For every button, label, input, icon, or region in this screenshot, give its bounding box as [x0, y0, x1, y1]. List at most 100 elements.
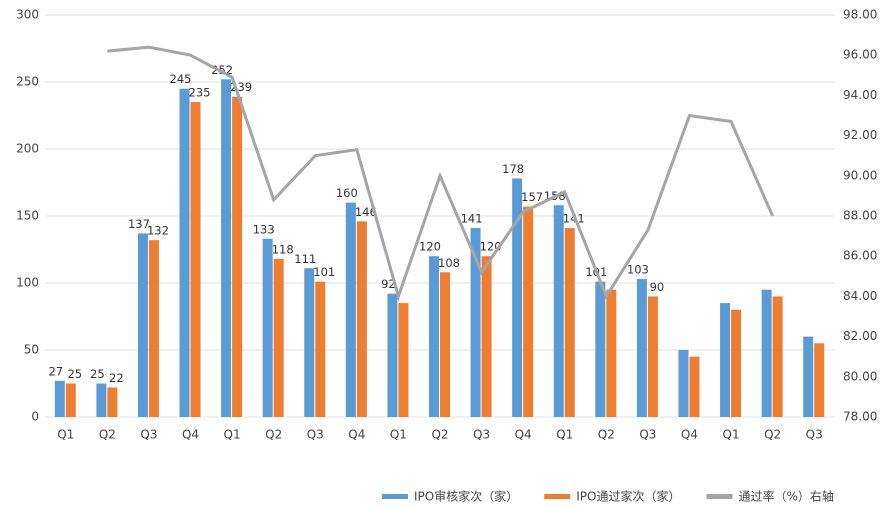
bar: [273, 258, 284, 417]
bar: [54, 380, 65, 417]
y-tick-label: 150: [16, 209, 39, 223]
y2-tick-label: 86.00: [843, 249, 877, 263]
bar: [232, 96, 243, 418]
x-tick-label: Q4: [515, 428, 532, 442]
data-label: 137: [128, 217, 150, 231]
data-label: 157: [521, 190, 543, 204]
y2-tick-label: 82.00: [843, 329, 877, 343]
x-tick-label: Q2: [431, 428, 448, 442]
data-label: 108: [438, 256, 460, 270]
bar: [689, 356, 700, 417]
y-tick-label: 250: [16, 75, 39, 89]
x-tick-label: Q3: [140, 428, 157, 442]
bar: [440, 272, 450, 417]
bar: [179, 88, 190, 417]
x-tick-label: Q3: [806, 428, 823, 442]
data-label: 133: [253, 222, 275, 236]
bar: [137, 233, 148, 417]
y2-tick-label: 96.00: [843, 48, 877, 62]
data-label: 101: [313, 265, 335, 279]
x-tick-label: Q3: [473, 428, 490, 442]
y2-tick-label: 90.00: [843, 168, 877, 182]
legend-label: 通过率（%）右轴: [738, 489, 833, 504]
bar: [190, 102, 201, 417]
data-label: 245: [170, 72, 192, 86]
bar: [761, 289, 772, 417]
y2-tick-label: 80.00: [843, 369, 877, 383]
bar: [678, 350, 689, 417]
bar: [148, 240, 159, 417]
data-label: 118: [272, 242, 294, 256]
bar: [595, 281, 606, 417]
data-label: 120: [419, 240, 441, 254]
bar: [481, 256, 492, 417]
y2-tick-label: 92.00: [843, 128, 877, 142]
bar: [262, 238, 273, 417]
y2-tick-label: 88.00: [843, 209, 877, 223]
data-label: 27: [48, 364, 63, 378]
bar: [720, 303, 731, 417]
bar: [564, 228, 575, 417]
x-tick-label: Q1: [556, 428, 573, 442]
x-tick-label: Q1: [224, 428, 241, 442]
y-tick-label: 0: [31, 410, 39, 424]
data-label: 160: [336, 186, 358, 200]
bar: [553, 205, 564, 417]
bar: [470, 228, 481, 417]
x-tick-label: Q1: [723, 428, 740, 442]
legend-swatch: [382, 494, 408, 499]
data-label: 25: [90, 367, 105, 381]
bar: [221, 79, 232, 417]
data-label: 22: [109, 371, 124, 385]
bar: [772, 296, 783, 417]
data-label: 132: [147, 224, 169, 238]
x-tick-label: Q1: [390, 428, 407, 442]
bar: [345, 202, 356, 417]
legend-swatch: [544, 494, 571, 499]
bar: [814, 343, 825, 417]
bar: [356, 221, 367, 417]
line: [107, 45, 775, 302]
x-tick-label: Q2: [265, 428, 282, 442]
data-label: 111: [294, 252, 316, 266]
bar: [523, 206, 534, 417]
data-label: 141: [461, 212, 483, 226]
y-tick-label: 100: [16, 276, 39, 290]
bar: [647, 296, 658, 417]
data-label: 235: [189, 86, 211, 100]
data-label: 90: [650, 280, 665, 294]
legend-label: IPO审核家次（家）: [414, 489, 518, 504]
bar: [803, 336, 814, 417]
x-tick-label: Q2: [99, 428, 116, 442]
y2-tick-label: 78.00: [843, 410, 877, 424]
bar: [636, 278, 647, 417]
x-tick-label: Q3: [639, 428, 656, 442]
bar: [731, 309, 742, 417]
bar: [429, 256, 439, 417]
x-tick-label: Q2: [598, 428, 615, 442]
data-label: 92: [381, 277, 396, 291]
bar: [304, 268, 315, 417]
y2-tick-label: 84.00: [843, 289, 877, 303]
legend-swatch: [706, 494, 733, 499]
bar: [65, 383, 76, 417]
legend-label: IPO通过家次（家）: [576, 489, 680, 504]
data-label: 103: [627, 262, 649, 276]
bar: [315, 281, 326, 417]
y2-tick-label: 98.00: [843, 8, 877, 22]
y-tick-label: 50: [24, 343, 39, 357]
x-tick-label: Q3: [307, 428, 324, 442]
x-tick-label: Q4: [182, 428, 199, 442]
bar: [96, 383, 107, 417]
y-tick-label: 200: [16, 142, 39, 156]
x-tick-label: Q4: [681, 428, 698, 442]
data-label: 178: [502, 162, 524, 176]
data-label: 146: [355, 205, 377, 219]
y2-tick-label: 94.00: [843, 88, 877, 102]
bar: [398, 303, 409, 417]
bar: [512, 178, 523, 417]
x-tick-label: Q4: [348, 428, 365, 442]
data-label: 25: [67, 367, 82, 381]
y-tick-label: 300: [16, 8, 39, 22]
